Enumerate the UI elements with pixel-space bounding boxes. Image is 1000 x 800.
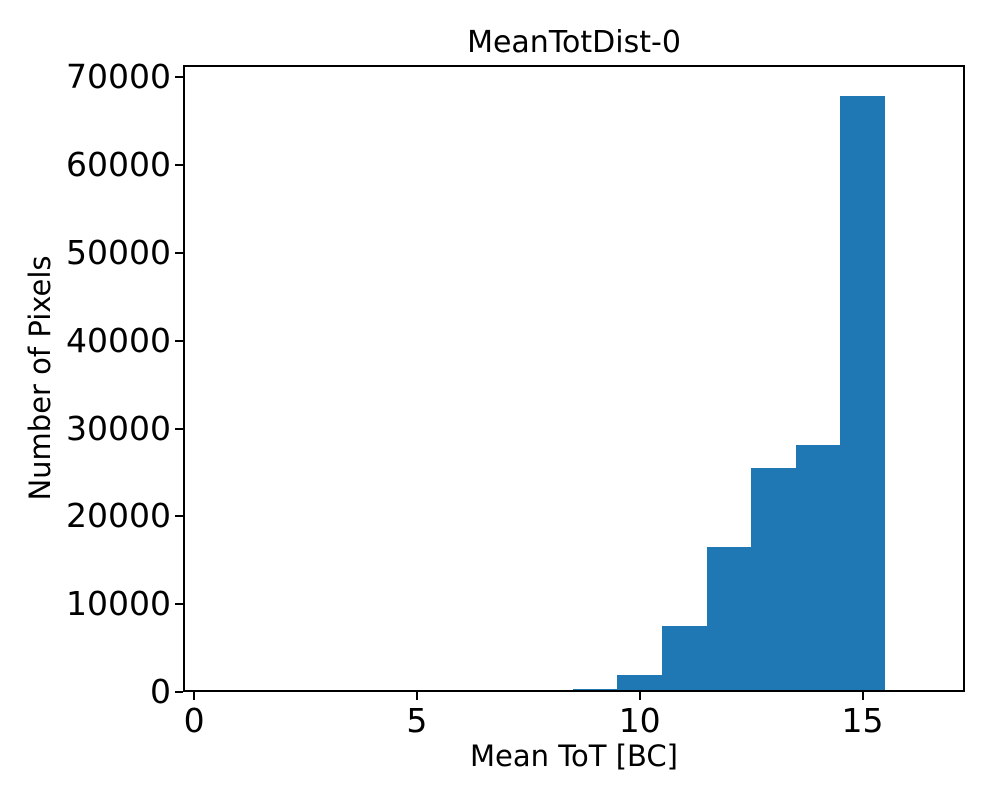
x-tick-mark [638,692,641,700]
y-tick-label: 50000 [66,232,171,272]
x-axis-label: Mean ToT [BC] [470,739,678,773]
y-tick-label: 0 [150,672,171,711]
y-tick-mark [175,339,183,342]
y-tick-mark [175,427,183,430]
histogram-bar [706,547,752,692]
x-tick-label: 15 [841,701,884,740]
y-tick-mark [175,515,183,518]
y-tick-label: 70000 [66,57,171,97]
x-tick-mark [193,692,196,700]
y-tick-mark [175,76,183,79]
histogram-bar [795,445,841,692]
y-tick-label: 60000 [66,145,171,185]
x-tick-mark [861,692,864,700]
x-tick-mark [415,692,418,700]
x-tick-label: 5 [406,701,428,740]
histogram-bar [662,626,707,692]
y-tick-mark [175,164,183,167]
histogram-bar [572,688,618,692]
y-tick-mark [175,251,183,254]
x-tick-label: 10 [618,701,661,740]
histogram-bar [617,675,662,692]
chart-title: MeanTotDist-0 [467,25,681,60]
y-tick-label: 30000 [66,408,171,448]
histogram-bar [751,468,796,692]
plot-area [183,65,965,692]
y-tick-label: 20000 [66,496,171,536]
y-tick-mark [175,691,183,693]
x-tick-label: 0 [183,701,205,740]
y-axis-label: Number of Pixels [23,255,57,501]
histogram-bar [840,95,885,692]
y-tick-label: 40000 [66,320,171,360]
y-tick-mark [175,603,183,606]
y-tick-label: 10000 [66,584,171,624]
